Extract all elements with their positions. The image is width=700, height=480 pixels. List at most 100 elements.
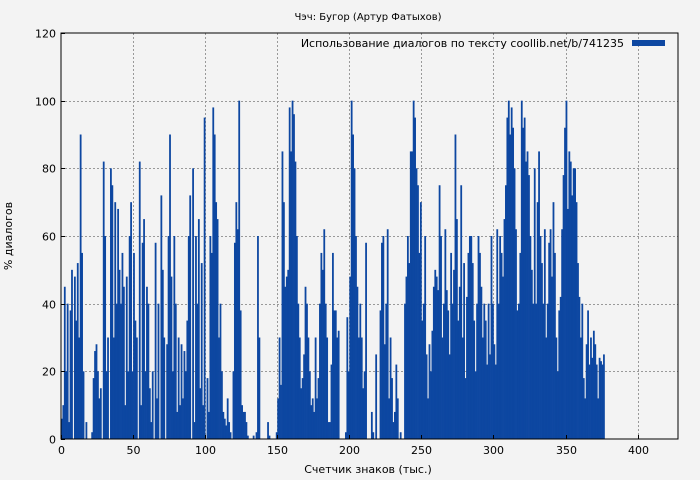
- bar: [176, 411, 179, 439]
- bar: [388, 398, 391, 439]
- bar: [310, 405, 313, 439]
- bar: [405, 276, 408, 439]
- bar: [497, 303, 500, 439]
- bar: [122, 286, 125, 439]
- bar: [600, 361, 602, 439]
- bar: [222, 411, 225, 439]
- bar: [321, 269, 324, 439]
- bar: [117, 208, 120, 439]
- bar: [131, 371, 134, 439]
- bar: [428, 344, 431, 439]
- bar: [516, 310, 519, 439]
- bar: [490, 236, 493, 439]
- bar: [453, 269, 455, 439]
- bar: [558, 310, 561, 439]
- bar: [505, 185, 507, 439]
- bar: [320, 252, 323, 439]
- bar: [512, 127, 515, 439]
- bar: [499, 236, 502, 439]
- bar: [298, 337, 301, 439]
- bar: [458, 286, 461, 439]
- bar: [513, 168, 516, 440]
- bar: [121, 252, 124, 439]
- bar: [502, 276, 504, 439]
- bar: [572, 168, 575, 440]
- bar: [134, 320, 137, 439]
- bar: [399, 432, 402, 439]
- bar: [255, 432, 258, 439]
- bar: [284, 286, 287, 439]
- bar: [461, 337, 464, 439]
- bar: [474, 371, 477, 439]
- bar: [519, 252, 522, 439]
- bar: [210, 252, 213, 439]
- bar: [598, 357, 601, 439]
- bar: [63, 286, 66, 439]
- bar: [430, 371, 432, 439]
- bar: [135, 337, 138, 439]
- bar: [118, 269, 121, 439]
- bar: [352, 134, 354, 439]
- bar: [492, 303, 494, 439]
- bar: [396, 398, 399, 439]
- bar: [597, 398, 600, 439]
- bar: [212, 107, 215, 439]
- bar: [357, 337, 360, 439]
- bar: [295, 236, 298, 439]
- bar: [183, 351, 186, 439]
- bar: [65, 371, 68, 439]
- bar: [568, 151, 571, 439]
- bar: [95, 344, 98, 439]
- bar: [150, 422, 153, 439]
- bar: [245, 422, 248, 439]
- y-tick-label: 0: [49, 434, 56, 447]
- bar: [202, 405, 205, 439]
- ticks: 0 50 100 150 200 250 300 350 400 0 20 40 60 80 100 120: [35, 28, 649, 458]
- bar: [99, 388, 102, 439]
- bar: [523, 117, 526, 439]
- bar: [306, 303, 308, 439]
- bar: [69, 310, 72, 439]
- bar: [536, 202, 539, 439]
- bar: [522, 127, 525, 439]
- bar: [336, 337, 339, 439]
- bar: [148, 388, 151, 439]
- bar: [460, 185, 463, 439]
- bar: [215, 202, 218, 439]
- bar: [385, 303, 388, 439]
- bar: [151, 371, 154, 439]
- bar: [424, 236, 427, 439]
- bar: [78, 337, 81, 439]
- bar: [545, 337, 548, 439]
- bar: [360, 337, 363, 439]
- bar: [226, 398, 229, 439]
- bar: [242, 411, 245, 439]
- bar: [187, 236, 190, 439]
- bar: [287, 269, 290, 439]
- bar: [91, 432, 94, 439]
- bar: [225, 425, 228, 439]
- bar: [467, 252, 470, 439]
- bar: [98, 398, 101, 439]
- bar: [591, 357, 594, 439]
- bar: [404, 303, 406, 439]
- bar: [506, 117, 509, 439]
- bar: [532, 303, 535, 439]
- bar: [140, 405, 143, 439]
- bar: [383, 344, 386, 439]
- bar: [323, 229, 326, 439]
- bar: [450, 252, 453, 439]
- bar: [422, 303, 425, 439]
- bar: [541, 263, 543, 439]
- bar: [437, 290, 440, 439]
- bar: [316, 398, 318, 439]
- bar: [85, 422, 88, 439]
- bar: [81, 252, 83, 439]
- bar: [236, 229, 239, 439]
- bar: [130, 202, 132, 439]
- bar: [546, 303, 549, 439]
- bar: [127, 371, 130, 439]
- bar: [147, 303, 150, 439]
- bar: [539, 236, 542, 439]
- bar: [68, 422, 70, 439]
